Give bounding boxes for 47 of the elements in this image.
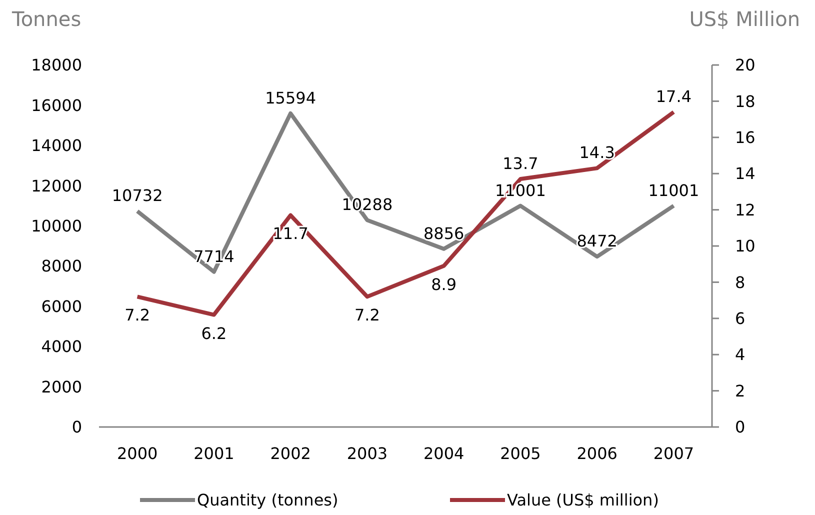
data-label: 11001 (648, 180, 700, 200)
legend-label: Quantity (tonnes) (197, 490, 338, 510)
data-label: 17.4 (656, 87, 692, 106)
data-label: 15594 (265, 88, 316, 108)
y2-tick-label: 4 (735, 345, 746, 364)
x-tick-label: 2000 (116, 444, 158, 463)
y2-tick-label: 12 (735, 200, 756, 220)
y2-tick-label: 20 (735, 56, 756, 75)
data-label: 7714 (194, 246, 234, 266)
x-tick-label: 2005 (500, 444, 541, 463)
y-tick-label: 8000 (41, 256, 82, 276)
y2-axis-title: US$ Million (689, 7, 800, 31)
data-label: 8472 (576, 232, 618, 251)
data-label: 10732 (112, 186, 163, 206)
legend-label: Value (US$ million) (507, 490, 659, 510)
x-tick-label: 2006 (576, 444, 618, 463)
y-tick-label: 10000 (31, 216, 82, 236)
y-tick-label: 12000 (31, 176, 82, 196)
data-label: 14.3 (579, 143, 615, 162)
y2-tick-label: 16 (735, 128, 756, 147)
x-tick-label: 2004 (423, 444, 464, 463)
data-label: 7.2 (354, 306, 380, 325)
data-label: 10288 (342, 195, 393, 214)
x-tick-label: 2007 (653, 444, 694, 463)
data-label: 8856 (423, 224, 464, 243)
x-tick-label: 2003 (346, 444, 388, 463)
y-axis-title: Tonnes (11, 7, 82, 31)
y-tick-label: 16000 (31, 96, 82, 115)
x-tick-label: 2001 (194, 444, 234, 463)
y-tick-label: 0 (72, 418, 82, 437)
y2-tick-label: 2 (735, 381, 746, 400)
x-tick-label: 2002 (270, 444, 311, 463)
data-label: 8.9 (431, 274, 457, 294)
y2-tick-label: 14 (735, 164, 756, 184)
y-tick-label: 2000 (41, 377, 82, 396)
data-label: 13.7 (502, 154, 538, 174)
y-tick-label: 18000 (31, 56, 82, 75)
data-label: 6.2 (201, 324, 227, 343)
y2-tick-label: 18 (735, 92, 756, 111)
y2-tick-label: 10 (735, 236, 756, 256)
data-label: 7.2 (124, 306, 150, 325)
y-tick-label: 14000 (31, 136, 82, 156)
y2-tick-label: 8 (735, 272, 746, 292)
y-tick-label: 4000 (41, 337, 82, 356)
y-tick-label: 6000 (41, 296, 82, 316)
y2-tick-label: 0 (735, 418, 746, 437)
y2-tick-label: 6 (735, 309, 746, 328)
